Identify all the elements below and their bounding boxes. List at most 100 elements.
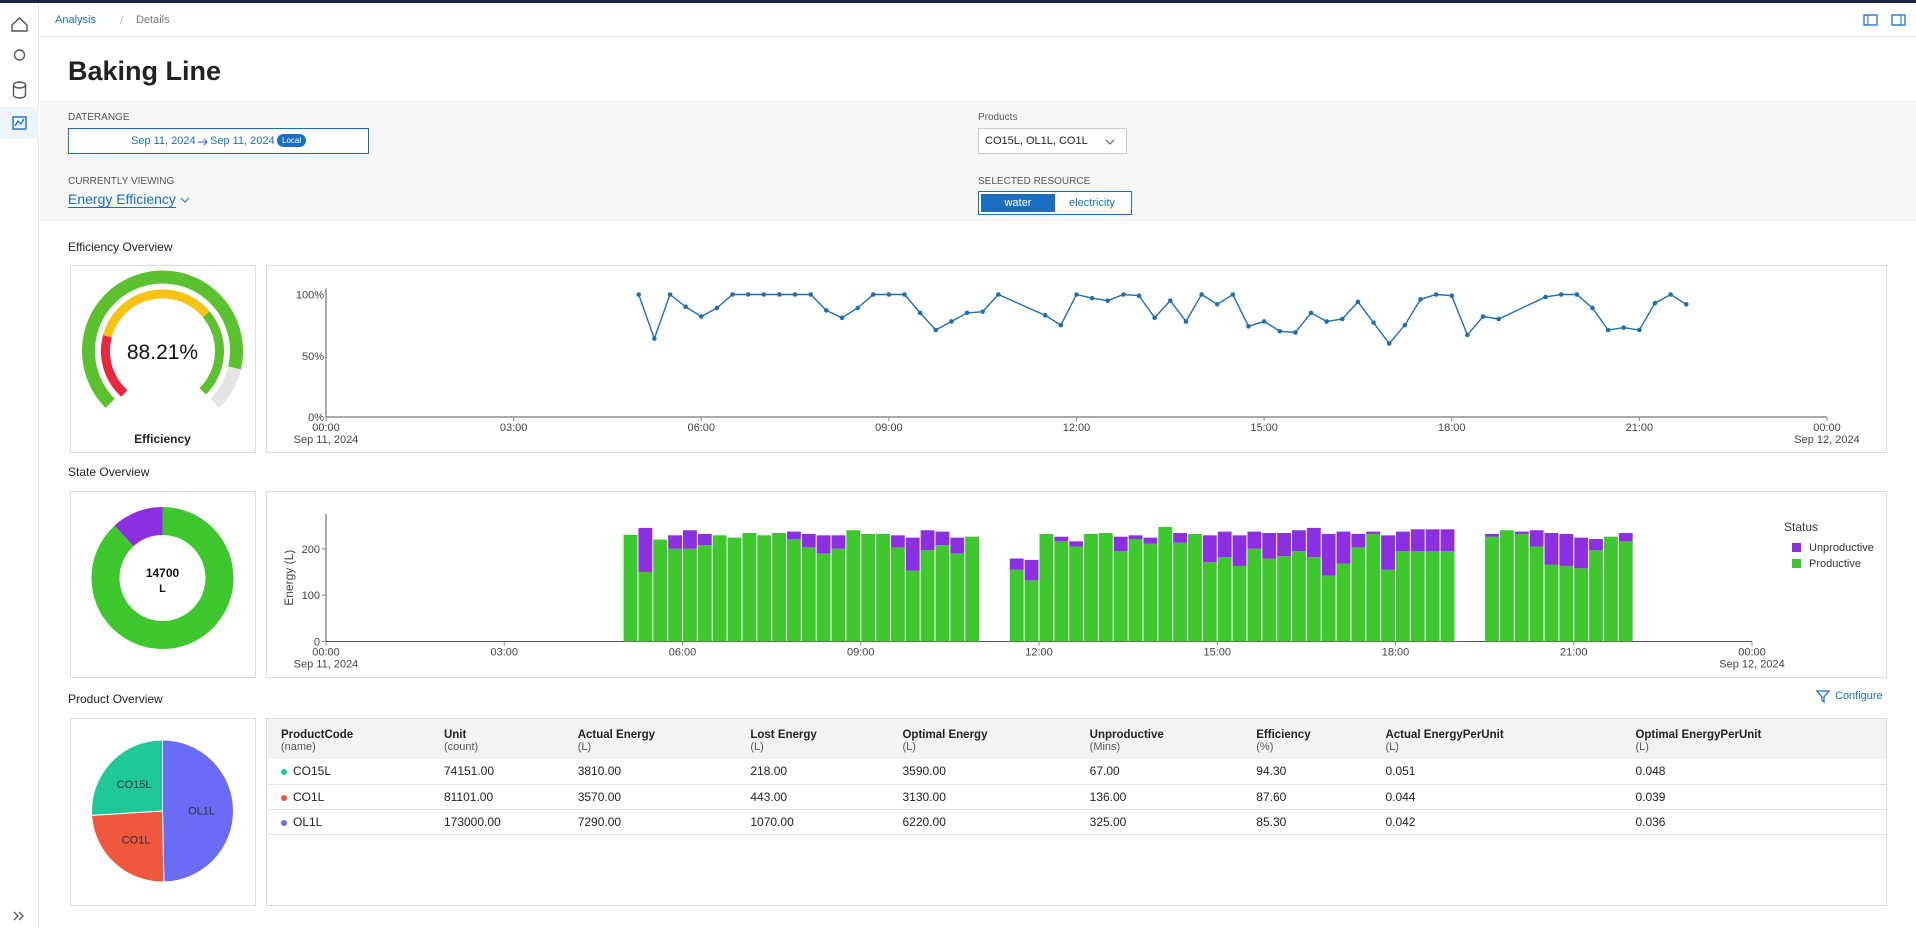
column-unit: (Mins): [1089, 741, 1121, 753]
resource-option[interactable]: water: [981, 194, 1055, 212]
cell-text: 173000.00: [443, 814, 501, 829]
cell-text: 87.60: [1256, 789, 1287, 804]
table-cell: 0.051: [1371, 759, 1622, 785]
cell-text: 74151.00: [443, 764, 495, 779]
column-header: Optimal EnergyPerUnit (L): [1621, 719, 1886, 759]
top-bar: [0, 0, 1916, 3]
cell-text: 0.051: [1385, 764, 1416, 779]
table-cell: 0.048: [1621, 759, 1886, 785]
row-dot: [281, 819, 287, 826]
cell-text: 218.00: [750, 764, 788, 779]
table-cell: 3130.00: [888, 784, 1076, 810]
column-header: Unproductive (Mins): [1075, 719, 1243, 759]
product-table: ProductCode (name) Unit (count) Actual Energ…: [267, 719, 1886, 835]
cell-text: 0.044: [1385, 789, 1416, 804]
cell-text: 3810.00: [577, 764, 622, 779]
breadcrumb-link[interactable]: Analysis: [55, 14, 96, 26]
configure-button[interactable]: Configure: [1835, 690, 1883, 702]
column-unit: (L): [1385, 741, 1399, 753]
cell-text: 443.00: [750, 789, 788, 804]
resource-option[interactable]: electricity: [1069, 197, 1115, 209]
table-row: CO1L 81101.00 3570.00 443.00 3130.00 136.00 87…: [267, 784, 1886, 810]
settings-icon[interactable]: [13, 49, 26, 61]
cell-text: 0.036: [1635, 814, 1666, 829]
resource-label: SELECTED RESOURCE: [978, 176, 1091, 187]
table-cell: 81101.00: [429, 784, 564, 810]
table-cell: 85.30: [1242, 809, 1372, 835]
table-cell: 3570.00: [563, 784, 737, 810]
cell-text: 6220.00: [902, 814, 946, 829]
database-icon[interactable]: [12, 81, 27, 89]
cell-text: CO1L: [293, 789, 325, 804]
column-header: ProductCode (name): [267, 719, 430, 759]
date-from: Sep 11, 2024: [131, 135, 196, 147]
cell-text: 94.30: [1256, 764, 1287, 779]
filter-icon: [1815, 690, 1831, 704]
table-cell: 173000.00: [429, 809, 564, 835]
chevron: [1105, 139, 1115, 145]
cell-text: 3590.00: [902, 764, 946, 779]
column-name: Unit: [443, 729, 467, 741]
table-cell: 0.039: [1621, 784, 1886, 810]
column-unit: (%): [1256, 741, 1274, 753]
cell-text: 0.042: [1385, 814, 1416, 829]
column-name: Actual Energy: [577, 729, 656, 741]
table-cell: 325.00: [1075, 809, 1243, 835]
cell-text: CO15L: [293, 764, 332, 779]
sidebar-icons: [0, 17, 39, 921]
cell-text: 325.00: [1089, 814, 1127, 829]
table-cell: CO1L: [267, 784, 430, 810]
table-cell: 3590.00: [888, 759, 1076, 785]
viewing-label: CURRENTLY VIEWING: [68, 176, 175, 187]
line-card: [266, 265, 1887, 453]
products-dropdown[interactable]: CO15L, OL1L, CO1L: [978, 128, 1127, 154]
bar-card: [266, 491, 1887, 678]
table-cell: CO15L: [267, 759, 430, 785]
column-unit: (L): [577, 741, 592, 753]
cell-text: 81101.00: [443, 789, 494, 804]
row-dot: [281, 794, 287, 801]
column-header: Lost Energy (L): [736, 719, 889, 759]
cell-text: 3570.00: [577, 789, 622, 804]
table-cell: 3810.00: [563, 759, 737, 785]
section-title: State Overview: [68, 465, 150, 479]
header-row: ProductCode (name) Unit (count) Actual Energ…: [267, 719, 1886, 759]
sidebar: [0, 3, 39, 927]
column-unit: (L): [750, 741, 764, 753]
chevron: [180, 197, 190, 203]
viewing-select[interactable]: Energy Efficiency: [68, 191, 176, 208]
page-title: Baking Line: [68, 56, 222, 86]
cell-text: 136.00: [1089, 789, 1127, 804]
column-header: Unit (count): [429, 719, 564, 759]
table-cell: OL1L: [267, 809, 430, 835]
gauge-card: [70, 265, 256, 453]
column-name: Unproductive: [1089, 729, 1164, 741]
table-cell: 74151.00: [429, 759, 564, 785]
table-card: ProductCode (name) Unit (count) Actual Energ…: [266, 718, 1887, 906]
column-unit: (L): [1635, 741, 1649, 753]
column-header: Optimal Energy (L): [888, 719, 1076, 759]
expand-icon[interactable]: [13, 911, 24, 921]
table-cell: 87.60: [1242, 784, 1372, 810]
cell-text: 85.30: [1256, 814, 1287, 829]
column-name: Optimal EnergyPerUnit: [1635, 729, 1762, 741]
table-cell: 218.00: [736, 759, 889, 785]
cell-text: 0.048: [1635, 764, 1666, 779]
table-cell: 1070.00: [736, 809, 889, 835]
column-name: Efficiency: [1256, 729, 1311, 741]
column-unit: (name): [281, 741, 316, 753]
table-row: OL1L 173000.00 7290.00 1070.00 6220.00 325.00…: [267, 809, 1886, 835]
daterange-input[interactable]: Sep 11, 2024 Sep 11, 2024 Local: [68, 128, 369, 154]
breadcrumb-bar: Analysis / Details: [40, 3, 1916, 37]
table-cell: 443.00: [736, 784, 889, 810]
table-cell: 0.036: [1621, 809, 1886, 835]
section-title: Product Overview: [68, 692, 163, 706]
table-cell: 0.044: [1371, 784, 1622, 810]
cell-text: 1070.00: [750, 814, 794, 829]
table-cell: 94.30: [1242, 759, 1372, 785]
column-unit: (L): [902, 741, 916, 753]
table-cell: 136.00: [1075, 784, 1243, 810]
cell-text: 3130.00: [902, 789, 946, 804]
panel-icons[interactable]: [1862, 13, 1910, 29]
home-icon[interactable]: [11, 17, 28, 32]
